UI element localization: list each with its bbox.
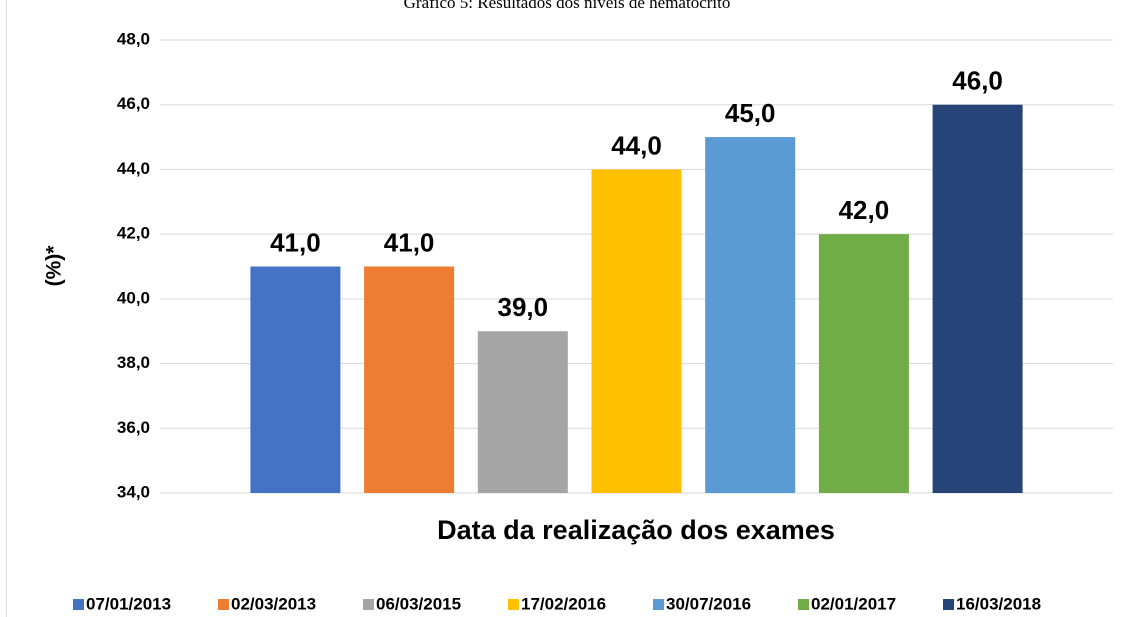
legend-label: 30/07/2016 bbox=[666, 594, 751, 613]
x-axis-label: Data da realização dos exames bbox=[437, 515, 835, 545]
bar bbox=[477, 331, 568, 493]
y-tick-label: 36,0 bbox=[117, 418, 150, 437]
legend-label: 07/01/2013 bbox=[86, 594, 171, 613]
bar bbox=[818, 234, 909, 493]
y-tick-label: 44,0 bbox=[117, 159, 150, 178]
y-axis-label: (%)* bbox=[43, 245, 66, 287]
bar bbox=[705, 137, 796, 494]
y-tick-label: 40,0 bbox=[117, 288, 150, 307]
legend-marker bbox=[943, 599, 954, 610]
bar bbox=[591, 169, 682, 493]
legend-label: 06/03/2015 bbox=[376, 594, 461, 613]
data-label: 45,0 bbox=[725, 98, 776, 128]
data-label: 39,0 bbox=[497, 292, 548, 322]
data-label: 44,0 bbox=[611, 130, 662, 160]
legend-label: 02/01/2017 bbox=[811, 594, 896, 613]
legend-marker bbox=[653, 599, 664, 610]
y-tick-label: 34,0 bbox=[117, 482, 150, 501]
legend-marker bbox=[508, 599, 519, 610]
legend-marker bbox=[73, 599, 84, 610]
y-tick-label: 46,0 bbox=[117, 94, 150, 113]
y-tick-label: 42,0 bbox=[117, 224, 150, 243]
bar bbox=[364, 266, 455, 493]
chart-title: Gráfico 5: Resultados dos níveis de hema… bbox=[404, 0, 731, 12]
legend-label: 17/02/2016 bbox=[521, 594, 606, 613]
legend-label: 02/03/2013 bbox=[231, 594, 316, 613]
y-tick-label: 48,0 bbox=[117, 29, 150, 48]
legend-marker bbox=[363, 599, 374, 610]
data-label: 41,0 bbox=[384, 227, 435, 257]
bar bbox=[932, 104, 1023, 493]
legend-marker bbox=[798, 599, 809, 610]
legend-label: 16/03/2018 bbox=[956, 594, 1041, 613]
y-tick-label: 38,0 bbox=[117, 353, 150, 372]
data-label: 41,0 bbox=[270, 227, 321, 257]
data-label: 42,0 bbox=[839, 195, 890, 225]
legend-marker bbox=[218, 599, 229, 610]
data-label: 46,0 bbox=[952, 66, 1003, 96]
bar bbox=[250, 266, 341, 493]
